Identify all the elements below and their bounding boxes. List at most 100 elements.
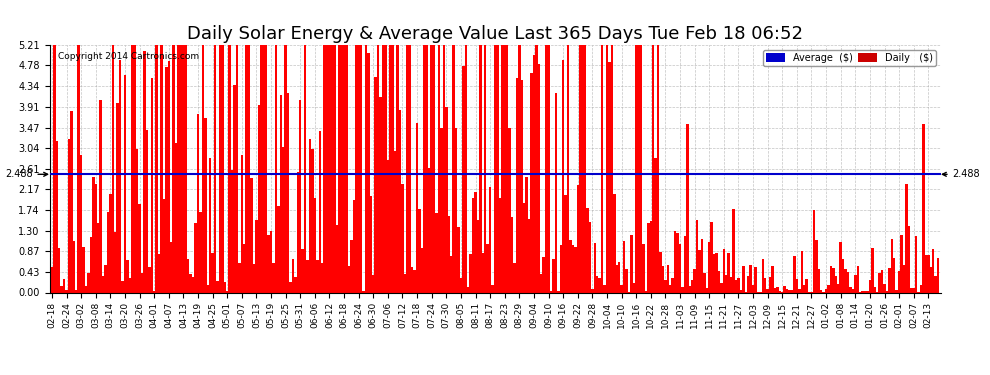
Bar	[840, 242, 842, 292]
Bar	[282, 147, 284, 292]
Bar	[927, 255, 930, 292]
Bar	[742, 267, 744, 292]
Bar	[70, 111, 72, 292]
Bar	[920, 285, 923, 292]
Bar	[477, 220, 479, 292]
Bar	[192, 277, 194, 292]
Bar	[255, 220, 257, 292]
Bar	[357, 45, 360, 292]
Bar	[489, 188, 491, 292]
Bar	[209, 158, 212, 292]
Bar	[935, 276, 937, 292]
Bar	[738, 278, 740, 292]
Bar	[501, 45, 504, 292]
Bar	[638, 45, 640, 292]
Bar	[643, 244, 644, 292]
Bar	[257, 105, 260, 292]
Bar	[92, 177, 94, 292]
Bar	[708, 242, 711, 292]
Bar	[666, 265, 669, 292]
Bar	[676, 233, 679, 292]
Bar	[788, 290, 791, 292]
Bar	[932, 249, 935, 292]
Bar	[888, 268, 891, 292]
Bar	[421, 249, 423, 292]
Bar	[131, 45, 134, 292]
Bar	[562, 60, 564, 292]
Bar	[441, 128, 443, 292]
Bar	[547, 45, 549, 292]
Bar	[272, 263, 274, 292]
Bar	[260, 45, 262, 292]
Bar	[292, 259, 294, 292]
Bar	[913, 288, 915, 292]
Bar	[80, 154, 82, 292]
Bar	[404, 274, 406, 292]
Bar	[162, 199, 165, 292]
Bar	[868, 280, 871, 292]
Bar	[783, 286, 786, 292]
Bar	[518, 45, 521, 292]
Bar	[199, 212, 202, 292]
Bar	[216, 281, 219, 292]
Bar	[165, 67, 167, 292]
Bar	[333, 45, 336, 292]
Bar	[552, 259, 554, 292]
Bar	[674, 231, 676, 292]
Bar	[851, 289, 854, 292]
Bar	[584, 45, 586, 292]
Bar	[467, 287, 469, 292]
Bar	[157, 254, 160, 292]
Bar	[139, 204, 141, 292]
Bar	[701, 238, 703, 292]
Bar	[654, 158, 657, 292]
Bar	[618, 262, 621, 292]
Bar	[915, 236, 918, 292]
Bar	[531, 73, 533, 292]
Bar	[472, 198, 474, 292]
Bar	[243, 244, 246, 292]
Bar	[119, 60, 122, 292]
Bar	[764, 278, 766, 292]
Legend: Average  ($), Daily   ($): Average ($), Daily ($)	[762, 50, 936, 66]
Bar	[664, 280, 666, 292]
Bar	[459, 278, 462, 292]
Bar	[82, 246, 85, 292]
Bar	[873, 286, 876, 292]
Bar	[861, 291, 864, 292]
Bar	[267, 235, 270, 292]
Title: Daily Solar Energy & Average Value Last 365 Days Tue Feb 18 06:52: Daily Solar Energy & Average Value Last …	[187, 26, 803, 44]
Bar	[447, 216, 450, 292]
Bar	[150, 78, 153, 292]
Bar	[806, 279, 808, 292]
Bar	[815, 240, 818, 292]
Bar	[574, 247, 576, 292]
Bar	[187, 259, 189, 292]
Bar	[871, 248, 873, 292]
Bar	[589, 222, 591, 292]
Bar	[706, 288, 708, 292]
Bar	[720, 283, 723, 292]
Bar	[526, 177, 528, 292]
Bar	[77, 45, 80, 292]
Bar	[428, 168, 431, 292]
Bar	[184, 45, 187, 292]
Bar	[350, 240, 352, 292]
Bar	[129, 278, 131, 292]
Bar	[265, 45, 267, 292]
Bar	[621, 285, 623, 292]
Bar	[925, 255, 927, 292]
Bar	[830, 267, 833, 292]
Bar	[338, 45, 341, 292]
Bar	[379, 97, 382, 292]
Bar	[372, 275, 374, 292]
Bar	[644, 291, 647, 292]
Bar	[469, 254, 472, 292]
Bar	[751, 285, 754, 292]
Bar	[616, 265, 618, 292]
Bar	[681, 288, 684, 292]
Bar	[640, 45, 643, 292]
Bar	[711, 222, 713, 292]
Bar	[214, 45, 216, 292]
Bar	[221, 45, 224, 292]
